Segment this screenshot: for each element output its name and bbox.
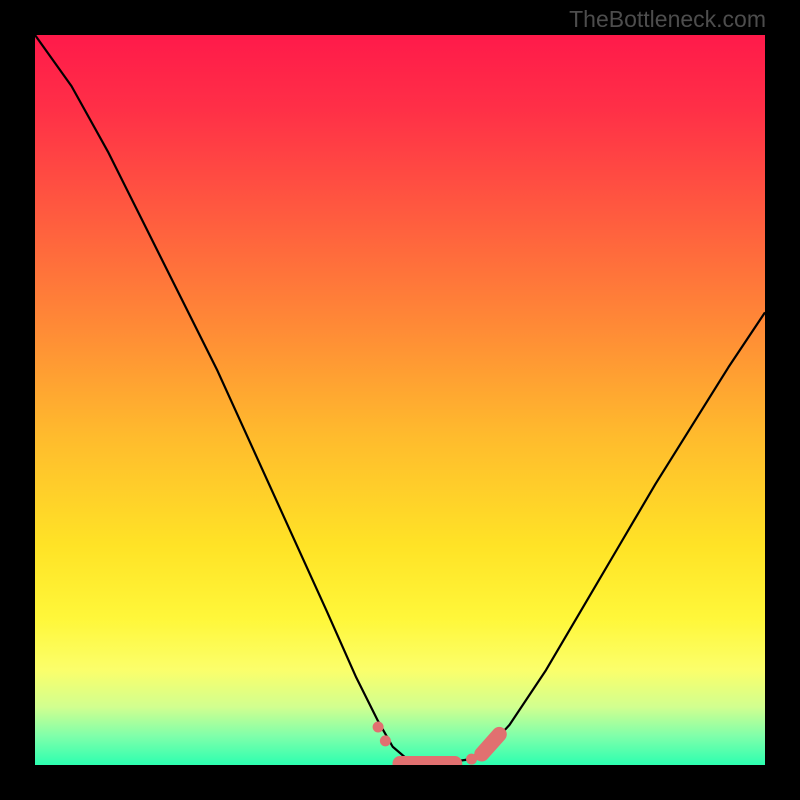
chart-outer-frame: TheBottleneck.com [0, 0, 800, 800]
highlight-marker-capsule [482, 734, 500, 754]
highlight-marker-dot [380, 735, 391, 746]
highlight-marker-dot [373, 722, 384, 733]
watermark-text: TheBottleneck.com [569, 6, 766, 33]
bottleneck-curve-line [35, 35, 765, 763]
highlight-marker-dot [466, 754, 477, 765]
bottleneck-curve-svg [35, 35, 765, 765]
chart-plot-area [35, 35, 765, 765]
